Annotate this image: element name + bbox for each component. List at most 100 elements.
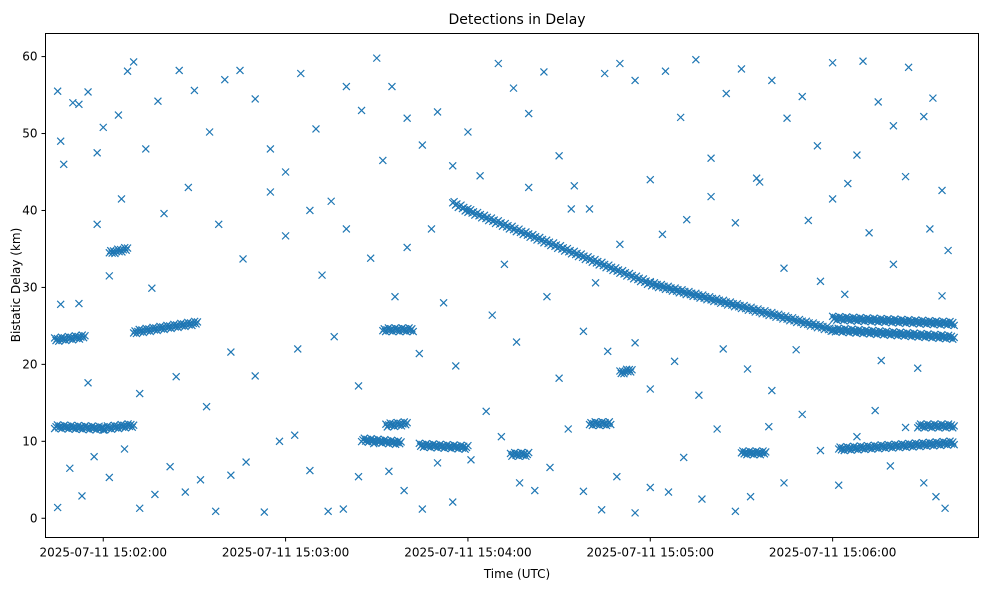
track-marker <box>123 244 132 252</box>
track-marker <box>761 448 770 456</box>
scatter-marker <box>694 391 703 400</box>
scatter-marker <box>260 508 269 517</box>
scatter-marker <box>190 86 199 95</box>
scatter-marker <box>214 220 223 229</box>
scatter-marker <box>427 225 436 233</box>
scatter-marker <box>226 348 235 356</box>
scatter-marker <box>266 188 275 196</box>
track-marker <box>950 333 959 342</box>
scatter-marker <box>783 114 791 123</box>
scatter-marker <box>658 230 667 239</box>
scatter-marker <box>205 128 214 136</box>
scatter-marker <box>859 57 867 66</box>
scatter-marker <box>500 260 509 269</box>
scatter-marker <box>281 231 290 240</box>
scatter-marker <box>281 168 290 176</box>
scatter-marker <box>293 345 302 353</box>
scatter-marker <box>135 389 144 398</box>
scatter-marker <box>555 374 564 383</box>
scatter-marker <box>603 347 612 356</box>
scatter-marker <box>865 228 874 237</box>
scatter-marker <box>631 76 640 85</box>
scatter-marker <box>780 264 788 273</box>
track-marker <box>606 420 615 429</box>
scatter-marker <box>56 300 65 309</box>
scatter-marker <box>239 255 247 263</box>
scatter-marker <box>181 488 190 497</box>
scatter-marker <box>901 172 910 181</box>
scatter-marker <box>342 82 351 91</box>
x-axis-ticks: 2025-07-11 15:02:00 2025-07-11 15:03:00 20… <box>40 537 896 560</box>
scatter-marker <box>719 345 728 353</box>
scatter-marker <box>467 455 475 464</box>
scatter-marker <box>746 492 755 501</box>
scatter-marker <box>78 492 86 500</box>
track-marker <box>950 440 959 449</box>
scatter-marker <box>925 225 934 233</box>
scatter-marker <box>75 100 83 109</box>
scatter-marker <box>84 88 92 96</box>
scatter-marker <box>482 407 491 416</box>
scatter-marker <box>579 487 588 496</box>
scatter-marker <box>366 254 375 263</box>
scatter-marker <box>154 97 162 106</box>
scatter-marker <box>53 503 62 512</box>
scatter-marker <box>403 243 412 252</box>
scatter-marker <box>105 271 114 280</box>
scatter-marker <box>305 466 314 475</box>
scatter-marker <box>75 299 83 308</box>
scatter-marker <box>99 123 108 132</box>
track-marker <box>81 331 89 340</box>
scatter-marker <box>515 478 524 487</box>
scatter-marker <box>56 137 65 146</box>
scatter-marker <box>646 385 655 393</box>
track-marker <box>950 321 959 330</box>
scatter-marker <box>59 160 68 169</box>
scatter-marker <box>546 463 554 472</box>
scatter-marker <box>764 422 773 431</box>
scatter-marker <box>120 445 129 453</box>
scatter-marker <box>117 195 126 203</box>
scatter-marker <box>615 240 624 249</box>
scatter-marker <box>123 67 132 76</box>
scatter-marker <box>941 504 949 513</box>
scatter-marker <box>339 505 348 513</box>
scatter-marker <box>296 69 305 78</box>
track-marker <box>950 422 959 430</box>
y-axis-label: Bistatic Delay (km) <box>9 228 23 343</box>
scatter-marker <box>755 178 764 186</box>
scatter-marker <box>114 111 123 119</box>
scatter-marker <box>65 464 74 473</box>
scatter-marker <box>418 505 427 513</box>
scatter-marker <box>612 472 621 481</box>
scatter-marker <box>798 92 807 101</box>
scatter-marker <box>843 179 852 188</box>
scatter-marker <box>166 462 175 471</box>
track-marker <box>625 365 634 374</box>
scatter-marker <box>147 284 156 293</box>
scatter-marker <box>816 446 825 455</box>
scatter-marker <box>600 69 609 78</box>
scatter-marker <box>172 372 181 381</box>
scatter-marker <box>488 311 497 320</box>
track-marker <box>464 441 472 450</box>
scatter-marker <box>631 338 640 347</box>
y-tick-label: 40 <box>22 203 37 217</box>
track-marker <box>524 448 533 457</box>
scatter-marker <box>661 67 670 76</box>
scatter-marker <box>780 478 788 487</box>
scatter-marker <box>388 82 396 91</box>
y-tick-label: 30 <box>22 280 37 294</box>
y-axis-ticks: 0 10 20 30 40 50 60 <box>22 50 46 525</box>
scatter-marker <box>196 475 205 484</box>
scatter-marker <box>524 109 533 118</box>
scatter-marker <box>497 432 506 441</box>
scatter-marker <box>597 505 606 514</box>
scatter-marker <box>737 64 746 73</box>
track-marker <box>129 421 138 430</box>
scatter-marker <box>357 106 366 115</box>
scatter-marker <box>524 183 533 192</box>
plot-frame <box>45 33 979 538</box>
scatter-marker <box>798 410 807 419</box>
